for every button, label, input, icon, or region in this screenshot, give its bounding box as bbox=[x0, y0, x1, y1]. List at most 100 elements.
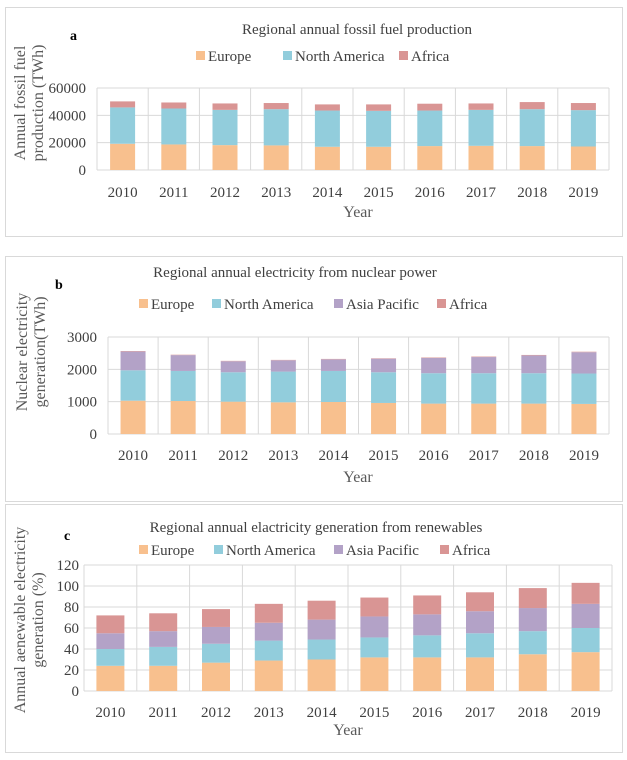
bar-europe-2011 bbox=[149, 665, 178, 691]
chart-a-svg: a Regional annual fossil fuel production… bbox=[12, 22, 610, 221]
bar-north-america-2018 bbox=[519, 109, 545, 147]
bar-asia-pacific-2014 bbox=[320, 359, 346, 371]
y-axis-label-line: Annual fossil fuel bbox=[12, 45, 29, 160]
y-axis-label-line: generation(TWh) bbox=[32, 296, 49, 407]
x-tick-label: 2019 bbox=[568, 185, 598, 201]
chart-a-yticks: 0 20000 40000 60000 bbox=[49, 81, 87, 179]
bar-europe-2017 bbox=[471, 403, 497, 434]
bar-asia-pacific-2015 bbox=[360, 616, 389, 638]
bar-europe-2012 bbox=[212, 145, 238, 170]
bar-asia-pacific-2016 bbox=[413, 614, 442, 636]
bar-europe-2018 bbox=[521, 403, 547, 434]
legend-label: Africa bbox=[452, 543, 491, 559]
legend-swatch-europe bbox=[196, 51, 205, 60]
bar-africa-2018 bbox=[518, 588, 547, 609]
chart-b-svg: b Regional annual electricity from nucle… bbox=[14, 265, 610, 486]
chart-a-xlabel: Year bbox=[343, 204, 373, 221]
bar-north-america-2017 bbox=[471, 373, 497, 404]
x-tick-label: 2018 bbox=[519, 448, 549, 464]
legend-label: Europe bbox=[151, 297, 195, 313]
x-tick-label: 2018 bbox=[517, 185, 547, 201]
bar-europe-2017 bbox=[466, 657, 494, 691]
legend-label: Europe bbox=[208, 49, 252, 65]
y-tick-label: 3000 bbox=[67, 330, 97, 346]
bar-africa-2019 bbox=[570, 103, 596, 111]
x-tick-label: 2016 bbox=[412, 705, 443, 721]
bar-north-america-2013 bbox=[254, 640, 283, 661]
y-axis-label-line: generation (%) bbox=[30, 572, 47, 668]
bar-asia-pacific-2010 bbox=[120, 351, 146, 371]
legend-swatch-asia-pacific bbox=[334, 545, 343, 554]
legend-label: Asia Pacific bbox=[346, 297, 419, 313]
bar-europe-2013 bbox=[263, 145, 289, 170]
bar-asia-pacific-2012 bbox=[220, 361, 246, 373]
chart-a-title: Regional annual fossil fuel production bbox=[242, 22, 472, 38]
x-tick-label: 2013 bbox=[261, 185, 291, 201]
x-tick-label: 2016 bbox=[419, 448, 450, 464]
bar-north-america-2010 bbox=[96, 649, 125, 666]
bar-asia-pacific-2016 bbox=[421, 358, 447, 374]
y-tick-label: 2000 bbox=[67, 362, 97, 378]
chart-a-ylabel: Annual fossil fuel production (TWh) bbox=[12, 45, 47, 162]
bar-africa-2010 bbox=[110, 101, 136, 108]
bar-asia-pacific-2019 bbox=[571, 603, 600, 628]
bar-north-america-2016 bbox=[417, 110, 443, 147]
bar-europe-2015 bbox=[366, 146, 392, 170]
bar-europe-2019 bbox=[570, 146, 596, 170]
legend-swatch-asia-pacific bbox=[334, 299, 343, 308]
bar-europe-2010 bbox=[96, 665, 125, 691]
bar-asia-pacific-2013 bbox=[254, 622, 283, 641]
bar-north-america-2013 bbox=[263, 109, 289, 146]
y-tick-label: 60 bbox=[64, 621, 79, 637]
x-tick-label: 2013 bbox=[254, 705, 284, 721]
bar-north-america-2019 bbox=[570, 110, 596, 147]
x-tick-label: 2014 bbox=[318, 448, 349, 464]
x-tick-label: 2015 bbox=[369, 448, 399, 464]
bar-north-america-2016 bbox=[413, 635, 442, 658]
bar-asia-pacific-2015 bbox=[371, 358, 397, 373]
legend-label: Africa bbox=[449, 297, 488, 313]
bar-north-america-2011 bbox=[161, 108, 187, 145]
bar-africa-2017 bbox=[468, 103, 494, 110]
bar-europe-2018 bbox=[518, 654, 547, 691]
bar-europe-2012 bbox=[220, 401, 246, 434]
bar-africa-2012 bbox=[212, 103, 238, 110]
bar-north-america-2012 bbox=[212, 109, 238, 146]
x-tick-label: 2015 bbox=[364, 185, 394, 201]
x-tick-label: 2014 bbox=[307, 705, 338, 721]
x-tick-label: 2011 bbox=[148, 705, 177, 721]
legend-swatch-europe bbox=[139, 299, 148, 308]
x-tick-label: 2018 bbox=[518, 705, 548, 721]
bar-europe-2013 bbox=[270, 402, 296, 434]
chart-c-xlabel: Year bbox=[333, 722, 363, 739]
bar-africa-2015 bbox=[360, 597, 389, 617]
bar-europe-2015 bbox=[360, 657, 389, 691]
chart-b-xlabel: Year bbox=[343, 469, 373, 486]
x-tick-label: 2010 bbox=[108, 185, 138, 201]
bar-north-america-2018 bbox=[521, 373, 547, 404]
bar-europe-2011 bbox=[170, 401, 196, 434]
chart-c-ylabel: Annual aenewable electricity generation (… bbox=[12, 527, 47, 714]
x-tick-label: 2012 bbox=[218, 448, 248, 464]
bar-europe-2019 bbox=[571, 403, 597, 434]
chart-b-panel-letter: b bbox=[55, 278, 63, 293]
bar-north-america-2019 bbox=[571, 373, 597, 404]
bar-asia-pacific-2014 bbox=[307, 619, 336, 640]
chart-b-ylabel: Nuclear electricity generation(TWh) bbox=[14, 293, 49, 412]
bar-europe-2016 bbox=[417, 146, 443, 170]
legend-swatch-north-america bbox=[283, 51, 292, 60]
legend-label: North America bbox=[224, 297, 314, 313]
x-tick-label: 2010 bbox=[118, 448, 148, 464]
bar-europe-2011 bbox=[161, 144, 187, 170]
bar-north-america-2012 bbox=[220, 372, 246, 402]
bar-asia-pacific-2011 bbox=[149, 631, 178, 647]
y-tick-label: 120 bbox=[57, 558, 80, 574]
y-axis-label-line: Nuclear electricity bbox=[14, 293, 31, 412]
bar-europe-2010 bbox=[110, 143, 136, 170]
bar-north-america-2014 bbox=[314, 110, 340, 147]
bar-north-america-2014 bbox=[320, 370, 346, 402]
bar-africa-2013 bbox=[254, 603, 283, 623]
bar-north-america-2012 bbox=[202, 643, 230, 663]
chart-a-legend: Europe North America Africa bbox=[196, 49, 450, 65]
bar-africa-2015 bbox=[366, 104, 392, 111]
